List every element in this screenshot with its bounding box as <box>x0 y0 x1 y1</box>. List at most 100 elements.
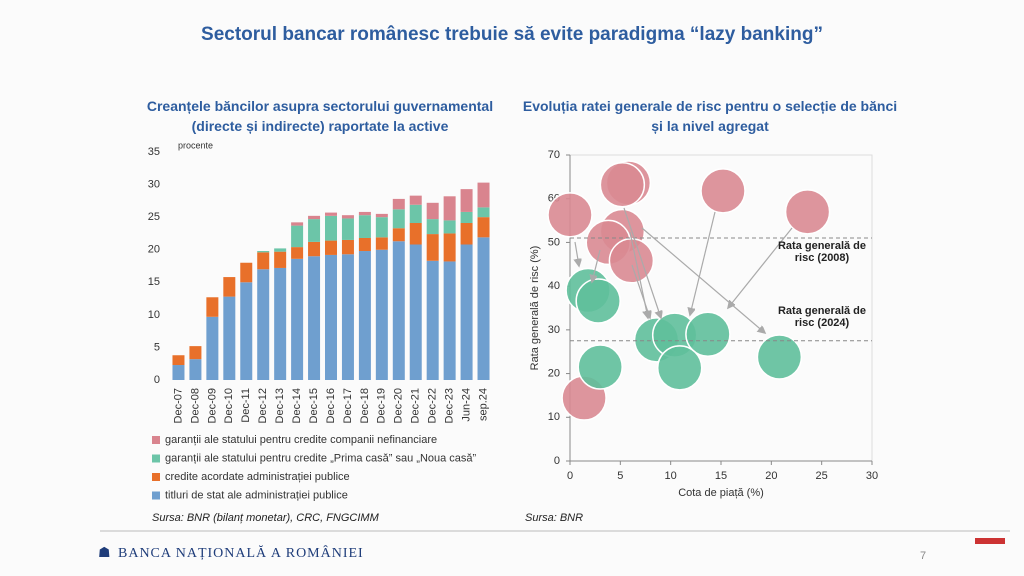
bubble <box>756 334 803 380</box>
bar-segment <box>274 248 287 252</box>
y-tick-label: 70 <box>548 149 560 161</box>
bar-segment <box>172 365 185 380</box>
legend-swatch <box>152 491 160 500</box>
bar-segment <box>308 215 321 220</box>
x-tick-label: 0 <box>567 470 573 482</box>
y-tick-label: 20 <box>148 244 160 256</box>
bar-segment <box>325 240 337 255</box>
bar-segment <box>341 239 354 255</box>
bar-segment <box>443 233 456 262</box>
bar-segment <box>460 211 473 224</box>
bubble <box>599 161 646 208</box>
bar-segment <box>443 261 456 380</box>
bank-mark: ☗ <box>98 546 111 561</box>
y-tick-label: 0 <box>154 374 160 386</box>
bubble <box>700 168 746 214</box>
bar-segment <box>206 316 219 380</box>
bar-segment <box>291 222 304 226</box>
y-tick-label: 40 <box>548 280 560 292</box>
bar-segment <box>443 196 456 221</box>
slide-title: Sectorul bancar românesc trebuie să evit… <box>201 24 823 45</box>
bar-segment <box>375 237 388 250</box>
bubble <box>784 189 831 235</box>
bar-segment <box>291 225 304 248</box>
bar-segment <box>409 223 422 245</box>
x-axis-title: Cota de piață (%) <box>678 487 764 499</box>
bar-segment <box>274 251 287 268</box>
x-tick-label: Dec-15 <box>308 388 320 423</box>
y-tick-label: 10 <box>548 411 560 423</box>
bar-segment <box>308 256 321 380</box>
source: Sursa: BNR <box>525 512 584 524</box>
bar-segment <box>223 277 236 297</box>
bar-segment <box>341 254 354 380</box>
x-tick-label: Dec-11 <box>240 388 252 423</box>
legend-swatch <box>152 436 160 444</box>
bar-segment <box>172 355 185 366</box>
legend-label: titluri de stat ale administrației publi… <box>165 489 348 501</box>
x-tick-label: Dec-07 <box>172 388 184 423</box>
bar-segment <box>375 217 388 238</box>
bar-segment <box>257 269 270 380</box>
y-tick-label: 20 <box>548 367 560 379</box>
y-tick-label: 0 <box>554 455 560 467</box>
x-tick-label: 15 <box>715 470 727 482</box>
bar-segment <box>341 218 354 240</box>
x-tick-label: Dec-18 <box>359 388 371 423</box>
legend-label: garanții ale statului pentru credite com… <box>165 434 437 446</box>
bar-segment <box>409 204 422 224</box>
chart-title: Evoluția ratei generale de risc pentru o… <box>522 98 898 134</box>
arrows <box>575 207 793 333</box>
bar-segment <box>477 237 490 380</box>
bar-segment <box>392 241 405 380</box>
x-tick-label: Dec-12 <box>257 388 269 423</box>
bar-segment <box>443 220 456 234</box>
y-tick-label: 25 <box>148 211 160 223</box>
x-tick-label: sep.24 <box>477 388 489 421</box>
bar-segment <box>257 251 270 253</box>
bar-segment <box>189 359 202 380</box>
bar-segment <box>409 195 422 205</box>
legend-swatch <box>152 454 160 463</box>
x-tick-label: 30 <box>866 470 878 482</box>
bar-segment <box>426 219 439 235</box>
bar-segment <box>291 258 304 380</box>
x-tick-label: 25 <box>816 470 828 482</box>
bank-name: BANCA NAȚIONALĂ A ROMÂNIEI <box>118 544 364 561</box>
y-tick-label: 50 <box>548 236 560 248</box>
bar-segment <box>358 211 371 216</box>
legend-swatch <box>152 473 160 481</box>
x-tick-label: 5 <box>617 470 623 482</box>
bar-segment <box>392 198 405 210</box>
source: Sursa: BNR (bilanț monetar), CRC, FNGCIM… <box>152 512 379 524</box>
bar-segment <box>325 212 337 216</box>
x-tick-label: Dec-09 <box>206 388 218 423</box>
bubble <box>547 192 593 238</box>
x-tick-label: Dec-16 <box>325 388 337 423</box>
x-tick-label: Dec-20 <box>393 388 405 423</box>
logo-small <box>975 538 1005 544</box>
bubble <box>575 278 621 324</box>
bar-segment <box>460 189 473 212</box>
bar-segment <box>274 267 287 380</box>
bubble <box>577 344 623 390</box>
x-tick-label: Jun-24 <box>460 388 472 422</box>
bar-segment <box>308 241 321 257</box>
bar-segment <box>426 202 439 220</box>
bar-segment <box>392 228 405 242</box>
reference-label: Rata generală de risc (2008) <box>777 240 867 265</box>
x-tick-label: Dec-14 <box>291 388 303 423</box>
bar-segment <box>240 262 253 283</box>
x-tick-label: Dec-10 <box>223 388 235 423</box>
bar-segment <box>460 244 473 380</box>
y-tick-label: 35 <box>148 146 160 158</box>
chart-title: Creanțele băncilor asupra sectorului guv… <box>146 98 494 134</box>
y-tick-label: 30 <box>148 178 160 190</box>
bar-segment <box>240 282 253 380</box>
x-tick-label: Dec-21 <box>410 388 422 423</box>
bar-segment <box>325 254 337 380</box>
bar-segment <box>291 247 304 259</box>
unit-label: procente <box>178 140 213 150</box>
